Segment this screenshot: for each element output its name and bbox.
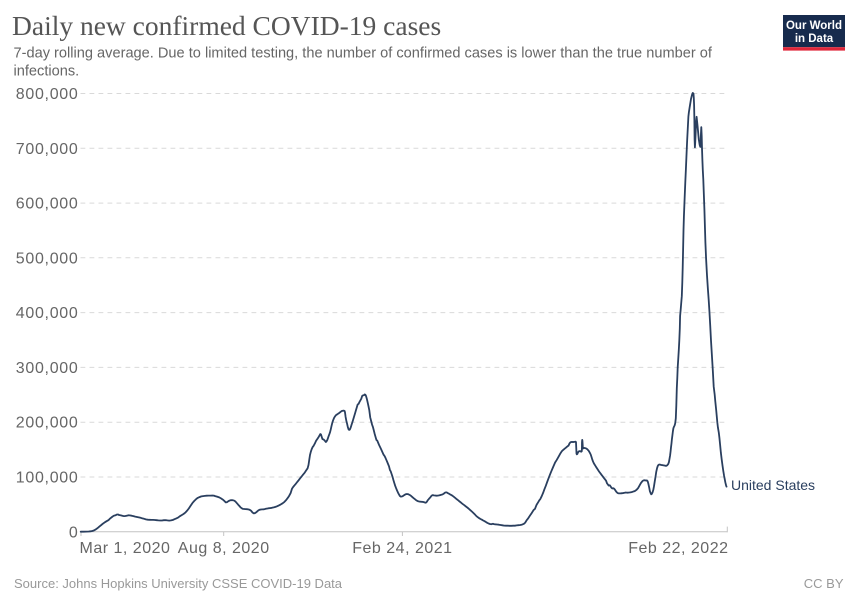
- svg-text:500,000: 500,000: [16, 250, 79, 267]
- svg-text:Source: Johns Hopkins Universi: Source: Johns Hopkins University CSSE CO…: [14, 576, 343, 591]
- svg-text:800,000: 800,000: [16, 86, 79, 103]
- svg-text:Aug 8, 2020: Aug 8, 2020: [178, 540, 270, 557]
- svg-text:CC BY: CC BY: [804, 576, 844, 591]
- svg-text:Mar 1, 2020: Mar 1, 2020: [80, 540, 171, 557]
- svg-text:United States: United States: [731, 477, 815, 493]
- svg-text:Feb 22, 2022: Feb 22, 2022: [628, 540, 728, 557]
- svg-text:0: 0: [69, 524, 79, 541]
- svg-text:600,000: 600,000: [16, 196, 79, 213]
- svg-text:700,000: 700,000: [16, 141, 79, 158]
- svg-text:Feb 24, 2021: Feb 24, 2021: [352, 540, 452, 557]
- svg-text:Daily new confirmed COVID-19 c: Daily new confirmed COVID-19 cases: [12, 10, 441, 41]
- svg-text:infections.: infections.: [14, 64, 80, 80]
- svg-text:100,000: 100,000: [16, 470, 79, 487]
- svg-text:7-day rolling average. Due to: 7-day rolling average. Due to limited te…: [14, 46, 713, 62]
- svg-text:400,000: 400,000: [16, 305, 79, 322]
- svg-text:in Data: in Data: [795, 33, 834, 45]
- svg-text:Our World: Our World: [786, 20, 842, 32]
- svg-text:200,000: 200,000: [16, 415, 79, 432]
- svg-text:300,000: 300,000: [16, 360, 79, 377]
